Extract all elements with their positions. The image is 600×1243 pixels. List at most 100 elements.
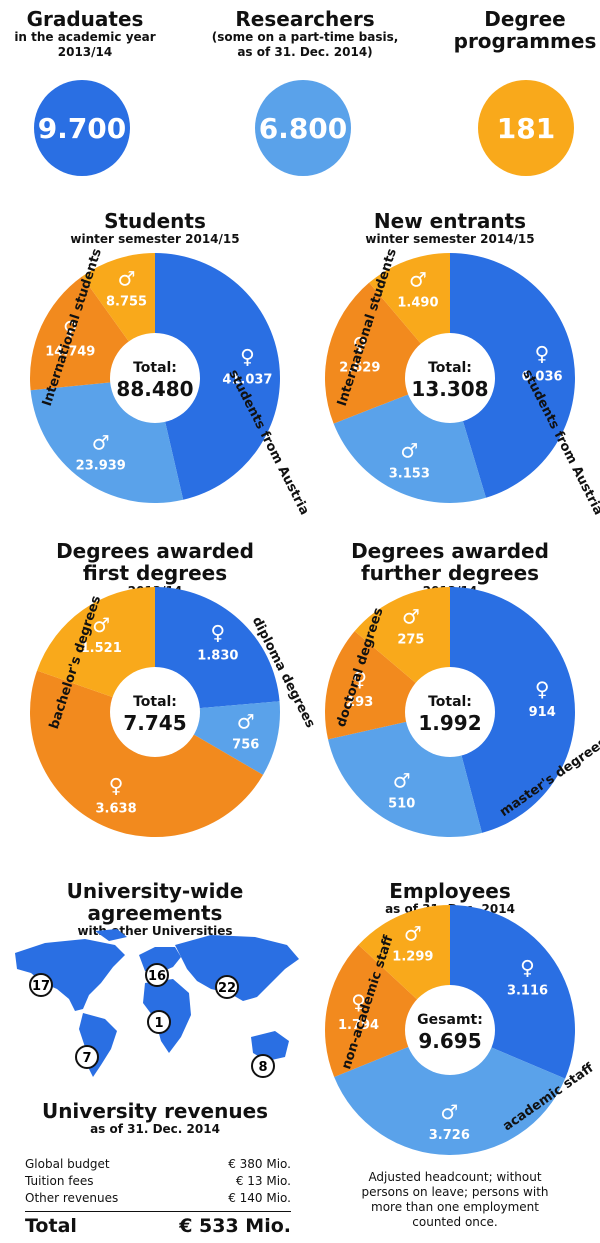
researchers-heading: Researchers (some on a part-time basis, …	[195, 8, 415, 60]
gender-symbol: ♀	[351, 990, 366, 1014]
note-line: more than one employment	[371, 1200, 539, 1214]
stat-title: Degree	[484, 7, 566, 31]
revenue-divider	[25, 1211, 291, 1212]
marker-label: 17	[32, 979, 50, 994]
chart-title: New entrants	[373, 209, 527, 233]
slice-value-label: 1.521	[81, 641, 122, 656]
gender-symbol: ♀	[240, 344, 255, 368]
agreements-title: University-wide agreements	[66, 879, 244, 925]
revenues-title: University revenues	[41, 1099, 269, 1123]
revenue-row: Tuition fees € 13 Mio.	[25, 1174, 291, 1188]
stat-subtitle: 2013/14	[57, 45, 113, 59]
donut-slice	[334, 1030, 566, 1155]
slice-value-label: 1.794	[338, 1018, 379, 1033]
slice-value-label: 1.299	[392, 950, 433, 965]
slice-value-label: 3.116	[507, 984, 548, 999]
slice-value-label: 1.830	[197, 648, 238, 663]
chart-title: Students	[104, 209, 206, 233]
researchers-value: 6.800	[255, 80, 351, 176]
stat-title: Researchers	[235, 7, 375, 31]
donut-center	[405, 333, 495, 423]
slice-value-label: 3.638	[96, 801, 137, 816]
slice-value-label: 914	[529, 705, 556, 720]
stat-subtitle: in the academic year	[14, 30, 156, 44]
further-degrees-heading: Degrees awarded further degrees 2013/14	[325, 540, 575, 599]
revenue-label: Tuition fees	[25, 1174, 94, 1188]
gender-symbol: ♀	[109, 773, 124, 797]
employees-note: Adjusted headcount; without persons on l…	[345, 1170, 565, 1230]
donut-center	[405, 667, 495, 757]
gender-symbol: ♂	[402, 605, 420, 629]
marker-label: 16	[148, 969, 166, 984]
center-label: Total:	[428, 694, 472, 710]
graduates-heading: Graduates in the academic year 2013/14	[0, 8, 170, 60]
center-total: 88.480	[116, 377, 193, 401]
gender-symbol: ♂	[393, 768, 411, 792]
revenue-label: Other revenues	[25, 1191, 119, 1205]
marker-label: 1	[154, 1016, 163, 1031]
slice-value-label: 6.036	[521, 369, 562, 384]
gender-symbol: ♂	[409, 268, 427, 292]
programmes-heading: Degree programmes	[450, 8, 600, 52]
first-degrees-heading: Degrees awarded first degrees 2013/14	[30, 540, 280, 599]
chart-title: Degrees awarded	[351, 539, 549, 563]
marker-label: 7	[82, 1051, 91, 1066]
marker-label: 22	[218, 981, 236, 996]
donut-chart-0: ♀ 41.037 ♂ 23.939 ♀ 14.749 ♂ 8.755 Total:88.480	[30, 253, 281, 503]
gender-symbol: ♀	[352, 332, 367, 356]
agreement-marker: 16	[145, 963, 169, 987]
revenue-value: € 140 Mio.	[228, 1191, 291, 1205]
chart-subtitle: winter semester 2014/15	[70, 232, 240, 246]
slice-value-label: 756	[232, 737, 259, 752]
slice-value-label: 2.629	[339, 360, 380, 375]
agreement-marker: 22	[215, 975, 239, 999]
chart-title-line2: first degrees	[82, 561, 228, 585]
revenue-total-value: € 533 Mio.	[179, 1215, 291, 1237]
agreement-marker: 1	[147, 1010, 171, 1034]
gender-symbol: ♂	[237, 709, 255, 733]
stat-subtitle: (some on a part-time basis,	[211, 30, 399, 44]
donut-slice	[155, 253, 281, 500]
gender-symbol: ♂	[440, 1100, 458, 1124]
world-map: 17 16 22 1 7 8	[15, 929, 299, 1078]
revenue-value: € 380 Mio.	[228, 1157, 291, 1171]
gender-symbol: ♂	[92, 431, 110, 455]
programmes-value: 181	[478, 80, 574, 176]
gender-symbol: ♀	[63, 317, 78, 341]
slice-value-label: 23.939	[76, 459, 126, 474]
slice-value-label: 1.490	[397, 296, 438, 311]
stat-title: programmes	[453, 29, 597, 53]
stat-subtitle: as of 31. Dec. 2014)	[237, 45, 373, 59]
chart-title-line2: further degrees	[360, 561, 540, 585]
slice-value-label: 510	[388, 796, 415, 811]
donut-chart-3: ♀ 914 ♂ 510 ♀ 293 ♂ 275 Total:1.992	[325, 587, 576, 837]
center-label: Gesamt:	[417, 1012, 483, 1028]
donut-chart-4: ♀ 3.116 ♂ 3.726 ♀ 1.794 ♂ 1.299 Gesamt:9.695	[325, 905, 576, 1155]
donut-slice	[450, 253, 576, 498]
donut-chart-1: ♀ 6.036 ♂ 3.153 ♀ 2.629 ♂ 1.490 Total:13.308	[324, 253, 576, 504]
center-total: 9.695	[418, 1029, 481, 1053]
students-heading: Students winter semester 2014/15	[40, 210, 270, 247]
gender-symbol: ♀	[211, 620, 226, 644]
gender-symbol: ♂	[92, 613, 110, 637]
revenues-heading: University revenues as of 31. Dec. 2014	[0, 1100, 310, 1137]
revenue-label: Global budget	[25, 1157, 110, 1171]
agreement-marker: 8	[251, 1054, 275, 1078]
donut-center	[405, 985, 495, 1075]
center-total: 1.992	[418, 711, 481, 735]
revenue-total-label: Total	[25, 1215, 77, 1237]
revenue-total-row: Total € 533 Mio.	[25, 1215, 291, 1237]
chart-subtitle: winter semester 2014/15	[365, 232, 535, 246]
note-line: counted once.	[412, 1215, 498, 1229]
gender-symbol: ♂	[118, 266, 136, 290]
graduates-value: 9.700	[34, 80, 130, 176]
center-total: 13.308	[411, 377, 488, 401]
donut-center	[110, 667, 200, 757]
gender-symbol: ♀	[535, 677, 550, 701]
gender-symbol: ♀	[352, 667, 367, 691]
revenue-row: Other revenues € 140 Mio.	[25, 1191, 291, 1205]
agreement-marker: 17	[29, 973, 53, 997]
stat-title: Graduates	[26, 7, 144, 31]
agreement-marker: 7	[75, 1045, 99, 1069]
